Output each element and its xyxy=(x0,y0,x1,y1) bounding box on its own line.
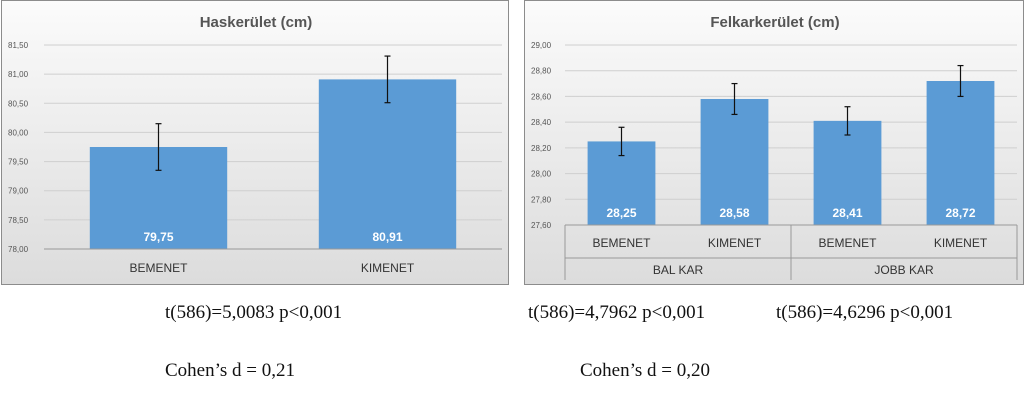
haskerulet-y-tick-label: 79,00 xyxy=(8,187,29,196)
chart-panel-haskerulet: Haskerület (cm) 78,00 78,50 79,00 79,50 80,00… xyxy=(1,0,509,285)
felkarkerulet-data-label: 28,41 xyxy=(832,206,862,220)
haskerulet-chart-title: Haskerület (cm) xyxy=(200,14,313,31)
felkarkerulet-data-label: 28,72 xyxy=(945,206,975,220)
felkarkerulet-chart: Felkarkerület (cm) 27,60 27,80 28,00 28,20 28… xyxy=(531,14,1018,280)
haskerulet-chart: Haskerület (cm) 78,00 78,50 79,00 79,50 80,00… xyxy=(8,14,502,275)
haskerulet-category-label: KIMENET xyxy=(361,261,415,275)
right-stat-caption-1: t(586)=4,7962 p<0,001 xyxy=(528,302,706,323)
haskerulet-y-tick-label: 78,00 xyxy=(8,245,29,254)
felkarkerulet-group-label: JOBB KAR xyxy=(874,263,934,277)
felkarkerulet-y-tick-label: 28,80 xyxy=(531,67,552,76)
felkarkerulet-group-label: BAL KAR xyxy=(653,263,704,277)
felkarkerulet-y-tick-label: 29,00 xyxy=(531,41,552,50)
haskerulet-y-tick-label: 80,00 xyxy=(8,128,29,137)
haskerulet-data-label: 80,91 xyxy=(372,230,402,244)
haskerulet-category-label: BEMENET xyxy=(129,261,188,275)
haskerulet-y-tick-label: 80,50 xyxy=(8,99,29,108)
felkarkerulet-bar xyxy=(926,81,995,225)
felkarkerulet-y-tick-label: 27,80 xyxy=(531,195,552,204)
felkarkerulet-category-label: KIMENET xyxy=(934,236,988,250)
felkarkerulet-category-label: KIMENET xyxy=(708,236,762,250)
felkarkerulet-category-label: BEMENET xyxy=(818,236,877,250)
felkarkerulet-y-tick-label: 28,60 xyxy=(531,92,552,101)
felkarkerulet-category-label: BEMENET xyxy=(592,236,651,250)
felkarkerulet-y-tick-label: 27,60 xyxy=(531,221,552,230)
chart-panel-felkarkerulet: Felkarkerület (cm) 27,60 27,80 28,00 28,20 28… xyxy=(524,0,1024,285)
felkarkerulet-y-tick-label: 28,00 xyxy=(531,170,552,179)
felkarkerulet-y-tick-label: 28,20 xyxy=(531,144,552,153)
haskerulet-y-tick-label: 79,50 xyxy=(8,158,29,167)
felkarkerulet-chart-title: Felkarkerület (cm) xyxy=(710,14,839,31)
haskerulet-y-tick-label: 78,50 xyxy=(8,216,29,225)
felkarkerulet-bar xyxy=(700,99,769,225)
haskerulet-y-tick-label: 81,00 xyxy=(8,70,29,79)
haskerulet-y-tick-label: 81,50 xyxy=(8,41,29,50)
felkarkerulet-data-label: 28,25 xyxy=(606,206,636,220)
haskerulet-data-label: 79,75 xyxy=(143,230,173,244)
right-stat-caption-2: t(586)=4,6296 p<0,001 xyxy=(776,302,954,323)
haskerulet-bar xyxy=(318,79,457,249)
left-effect-caption: Cohen’s d = 0,21 xyxy=(165,360,295,381)
right-effect-caption: Cohen’s d = 0,20 xyxy=(580,360,710,381)
felkarkerulet-y-tick-label: 28,40 xyxy=(531,118,552,127)
left-stat-caption: t(586)=5,0083 p<0,001 xyxy=(165,302,343,323)
felkarkerulet-data-label: 28,58 xyxy=(719,206,749,220)
felkarkerulet-bar xyxy=(813,120,882,225)
